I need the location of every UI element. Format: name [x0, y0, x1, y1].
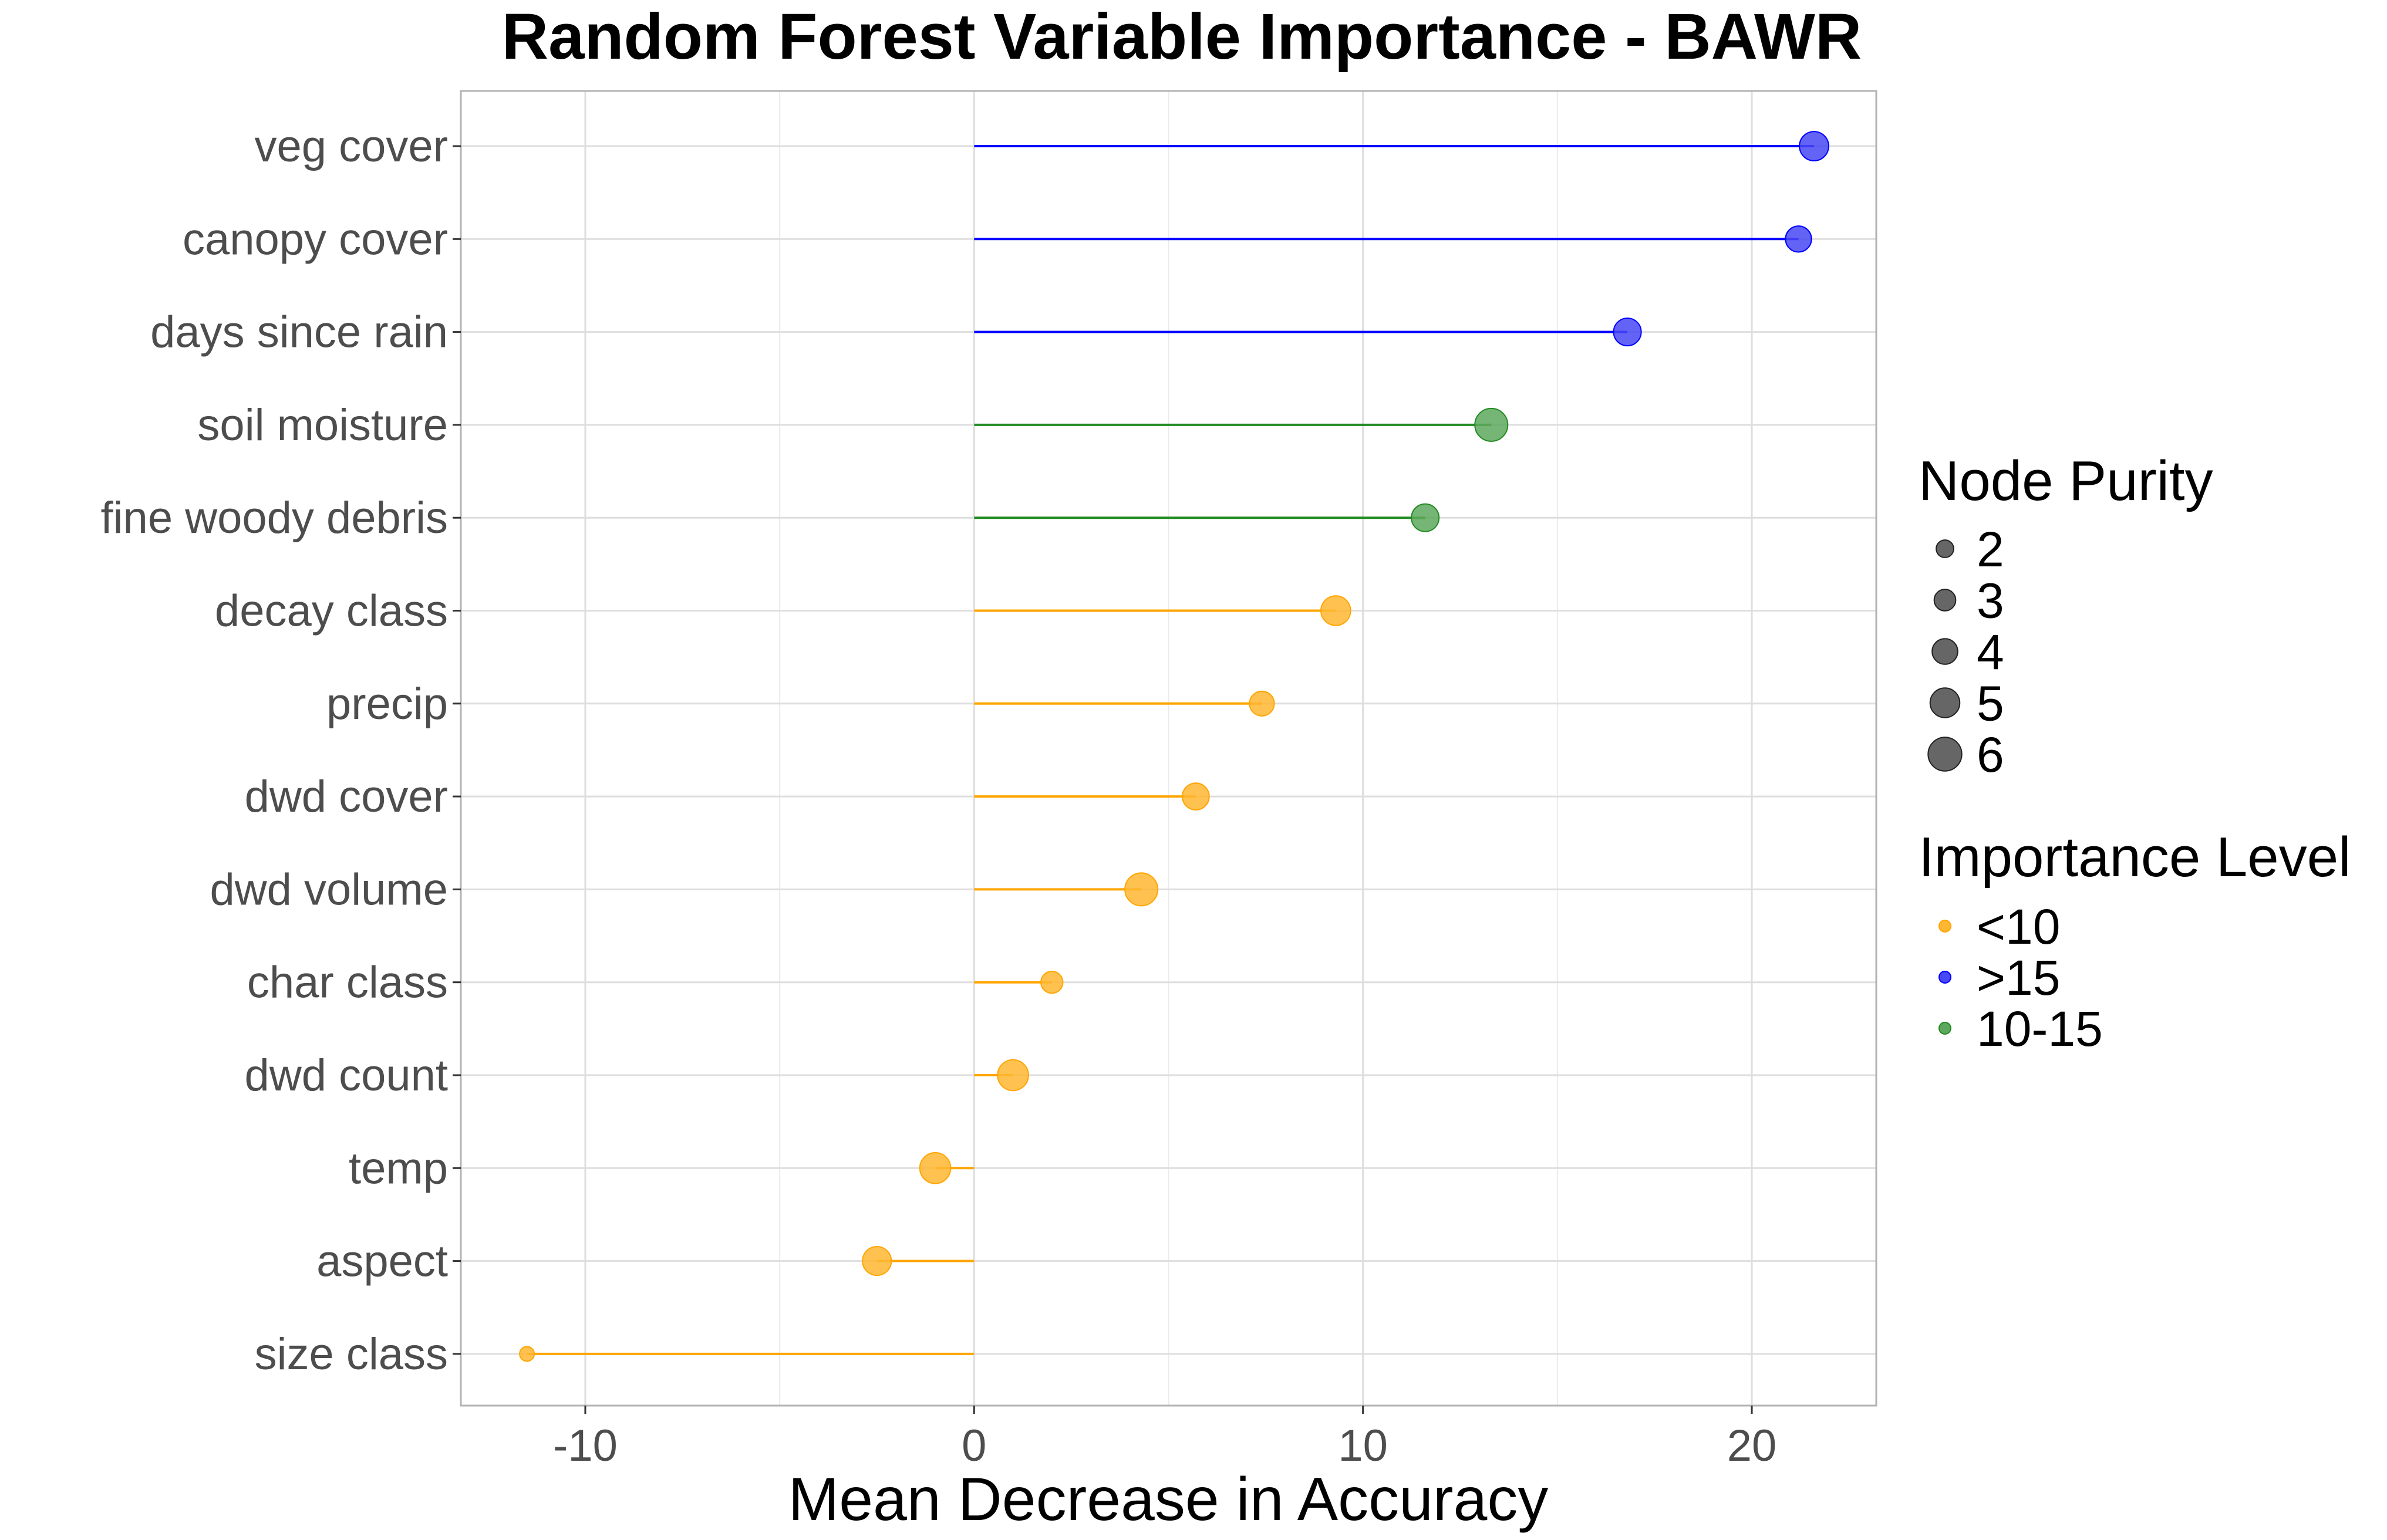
y-tick-label: char class — [247, 958, 448, 1008]
legend-color-key — [1938, 971, 1951, 984]
y-tick-label: dwd cover — [245, 772, 448, 822]
legend-size-key — [1936, 539, 1954, 558]
x-axis: -10 0 10 20 — [553, 1406, 1776, 1471]
x-tick-label: 10 — [1338, 1421, 1388, 1471]
legend-color-label: >15 — [1977, 950, 2061, 1005]
lollipop-point — [1040, 971, 1064, 994]
legend-size-label: 3 — [1977, 573, 2004, 629]
lollipop-point — [1799, 131, 1829, 161]
y-tick-label: precip — [326, 679, 448, 729]
y-tick-label: dwd count — [245, 1051, 448, 1100]
legend-size-label: 4 — [1977, 624, 2004, 680]
y-tick-label: dwd volume — [210, 864, 448, 914]
y-tick-label: size class — [255, 1329, 448, 1379]
y-tick-label: aspect — [316, 1237, 448, 1286]
lollipop-point — [1249, 690, 1275, 717]
y-axis: veg cover canopy cover days since rain soil… — [101, 121, 461, 1379]
legend-color-key — [1938, 920, 1951, 933]
lollipop-point — [997, 1059, 1029, 1092]
chart-title: Random Forest Variable Importance - BAWR — [502, 1, 1862, 73]
legend-size-key — [1927, 737, 1963, 772]
legend-size-key — [1933, 589, 1957, 612]
y-tick-label: days since rain — [150, 308, 448, 357]
lollipop-point — [919, 1152, 952, 1184]
x-axis-title: Mean Decrease in Accuracy — [788, 1465, 1549, 1534]
y-tick-label: temp — [349, 1143, 448, 1193]
y-tick-label: decay class — [215, 586, 448, 636]
x-tick-label: 20 — [1727, 1421, 1777, 1471]
legend-color-label: 10-15 — [1977, 1001, 2103, 1056]
y-tick-label: veg cover — [255, 121, 449, 171]
lollipop-stems — [527, 145, 1815, 1355]
lollipop-point — [1474, 407, 1509, 442]
legend-color-title: Importance Level — [1919, 826, 2351, 889]
y-tick-label: fine woody debris — [101, 493, 448, 543]
x-tick-label: -10 — [553, 1421, 618, 1471]
plot-panel-border — [460, 90, 1877, 1407]
lollipop-point — [1182, 782, 1210, 810]
lollipop-points — [519, 131, 1829, 1362]
y-tick-label: canopy cover — [183, 214, 448, 264]
y-tick-label: soil moisture — [197, 400, 448, 450]
lollipop-point — [1785, 225, 1812, 253]
legend-size-key — [1929, 687, 1961, 718]
lollipop-point — [1320, 595, 1351, 626]
legend-size-key — [1931, 638, 1958, 665]
legend-size-label: 6 — [1977, 727, 2004, 782]
lollipop-point — [862, 1246, 892, 1276]
lollipop-point — [1411, 503, 1440, 532]
legend-color-label: <10 — [1977, 899, 2061, 954]
lollipop-point — [519, 1346, 535, 1362]
x-tick-label: 0 — [962, 1421, 986, 1471]
legend-size-label: 5 — [1977, 676, 2004, 731]
legend-size-title: Node Purity — [1919, 450, 2213, 512]
lollipop-point — [1124, 872, 1159, 907]
lollipop-point — [1613, 318, 1642, 347]
legend-color-key — [1938, 1022, 1951, 1035]
legend-size-label: 2 — [1977, 522, 2004, 577]
